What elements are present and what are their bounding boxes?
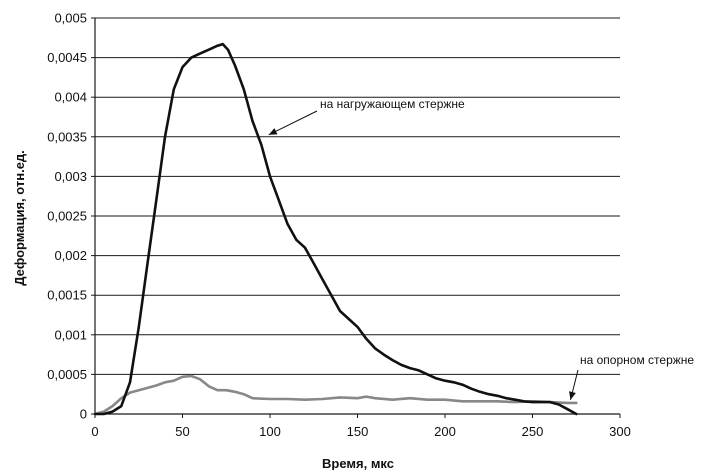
y-tick-label: 0,0025 bbox=[47, 209, 87, 224]
annotation-arrowhead-support bbox=[569, 391, 576, 400]
x-tick-label: 200 bbox=[434, 424, 456, 439]
annotation-arrowhead-loading bbox=[268, 128, 278, 135]
annotation-arrow-loading bbox=[268, 110, 318, 136]
y-tick-label: 0,001 bbox=[54, 327, 87, 342]
y-axis-title: Деформация, отн.ед. bbox=[12, 150, 27, 286]
grid-lines bbox=[95, 17, 620, 375]
series-line-support-bar bbox=[93, 374, 578, 416]
axes bbox=[94, 18, 621, 418]
x-tick-label: 0 bbox=[91, 424, 98, 439]
y-tick-label: 0,005 bbox=[54, 11, 87, 26]
series-line-loading-bar bbox=[93, 42, 578, 416]
y-tick-label: 0,004 bbox=[54, 90, 87, 105]
x-axis-ticks: 0 50 100 150 200 250 300 bbox=[91, 414, 631, 439]
x-tick-label: 100 bbox=[259, 424, 281, 439]
annotation-loading-bar: на нагружающем стержне bbox=[320, 97, 465, 111]
y-tick-label: 0,003 bbox=[54, 169, 87, 184]
y-tick-label: 0,002 bbox=[54, 248, 87, 263]
x-tick-label: 250 bbox=[522, 424, 544, 439]
series bbox=[93, 42, 578, 416]
y-tick-label: 0,0035 bbox=[47, 129, 87, 144]
x-tick-label: 150 bbox=[347, 424, 369, 439]
x-tick-label: 300 bbox=[609, 424, 631, 439]
y-tick-label: 0 bbox=[80, 407, 87, 422]
annotations: на нагружающем стержне на опорном стержн… bbox=[268, 97, 694, 401]
x-axis-title: Время, мкс bbox=[322, 456, 394, 470]
x-tick-label: 50 bbox=[175, 424, 189, 439]
y-tick-label: 0,0005 bbox=[47, 367, 87, 382]
y-axis-ticks: 0 0,0005 0,001 0,0015 0,002 0,0025 0,003 0,0035… bbox=[47, 11, 95, 422]
y-tick-label: 0,0045 bbox=[47, 50, 87, 65]
annotation-support-bar: на опорном стержне bbox=[580, 353, 694, 367]
y-tick-label: 0,0015 bbox=[47, 288, 87, 303]
